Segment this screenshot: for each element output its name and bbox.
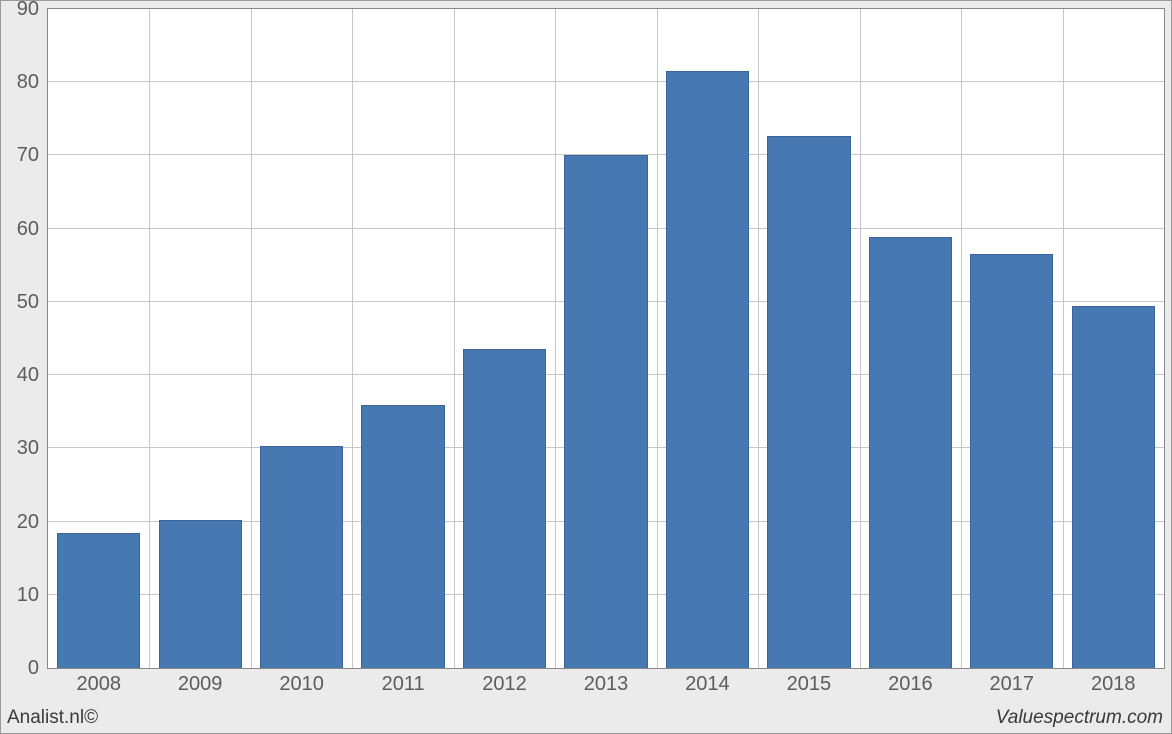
- y-tick-label: 90: [1, 0, 39, 21]
- x-tick-label: 2018: [1063, 673, 1164, 696]
- x-tick-label: 2012: [454, 673, 555, 696]
- bar: [361, 405, 444, 668]
- x-tick-label: 2009: [149, 673, 250, 696]
- bar: [869, 237, 952, 668]
- bar: [564, 155, 647, 668]
- gridline-horizontal: [48, 81, 1164, 82]
- gridline-vertical: [454, 9, 455, 668]
- y-tick-label: 30: [1, 437, 39, 460]
- bar: [463, 349, 546, 668]
- gridline-vertical: [961, 9, 962, 668]
- gridline-vertical: [1063, 9, 1064, 668]
- gridline-vertical: [149, 9, 150, 668]
- y-tick-label: 50: [1, 291, 39, 314]
- gridline-vertical: [251, 9, 252, 668]
- bar: [260, 446, 343, 668]
- bar: [57, 533, 140, 668]
- footer-left-label: Analist.nl©: [7, 707, 98, 729]
- x-tick-label: 2011: [352, 673, 453, 696]
- x-tick-label: 2016: [860, 673, 961, 696]
- x-tick-label: 2008: [48, 673, 149, 696]
- footer-right-label: Valuespectrum.com: [996, 707, 1163, 729]
- x-tick-label: 2014: [657, 673, 758, 696]
- gridline-vertical: [860, 9, 861, 668]
- y-tick-label: 40: [1, 364, 39, 387]
- gridline-vertical: [352, 9, 353, 668]
- bar: [1072, 306, 1155, 668]
- gridline-vertical: [657, 9, 658, 668]
- y-tick-label: 60: [1, 218, 39, 241]
- bar: [666, 71, 749, 668]
- x-tick-label: 2010: [251, 673, 352, 696]
- y-tick-label: 0: [1, 657, 39, 680]
- chart-plot-area: [47, 8, 1165, 669]
- x-tick-label: 2013: [555, 673, 656, 696]
- y-tick-label: 10: [1, 584, 39, 607]
- chart-outer-frame: 0 10 20 30 40 50 60 70 80 90 20082009201020112012…: [0, 0, 1172, 734]
- bar: [767, 136, 850, 668]
- gridline-vertical: [758, 9, 759, 668]
- x-tick-label: 2015: [758, 673, 859, 696]
- bar: [970, 254, 1053, 668]
- y-tick-label: 20: [1, 511, 39, 534]
- y-tick-label: 80: [1, 71, 39, 94]
- bar: [159, 520, 242, 668]
- y-tick-label: 70: [1, 144, 39, 167]
- gridline-vertical: [555, 9, 556, 668]
- x-tick-label: 2017: [961, 673, 1062, 696]
